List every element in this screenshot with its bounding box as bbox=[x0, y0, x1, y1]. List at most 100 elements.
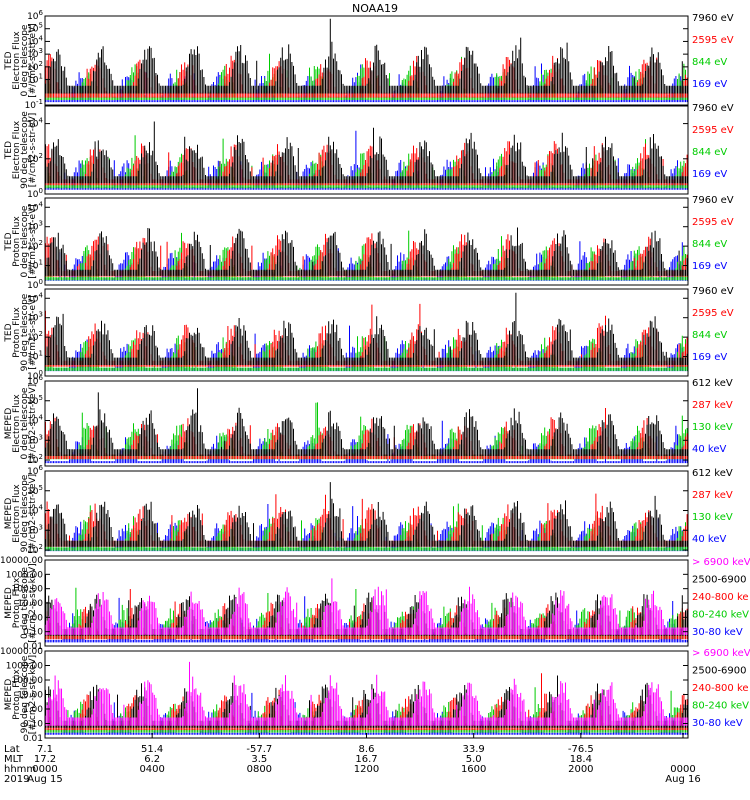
legend-entry: 240-800 ke bbox=[692, 683, 749, 694]
panel-frame bbox=[44, 197, 689, 286]
x-tick-label-mlt: 18.4 bbox=[570, 754, 592, 765]
legend-entry: 2595 eV bbox=[692, 308, 734, 319]
y-axis-label: Proton Flux bbox=[12, 669, 22, 720]
legend-entry: 2500-6900 bbox=[692, 575, 747, 586]
y-axis-label: MEPED bbox=[4, 498, 14, 530]
y-axis-label: 0 deg telescope bbox=[20, 387, 30, 459]
legend-entry: 7960 eV bbox=[692, 103, 734, 114]
y-axis-label: TED bbox=[4, 232, 14, 251]
y-axis-label: 90 deg telescope bbox=[20, 655, 30, 733]
y-axis-label: 0 deg telescope bbox=[20, 24, 30, 96]
y-axis-label: [#/cm2-s-str-keV] bbox=[28, 384, 38, 463]
y-axis-label: MEPED bbox=[4, 679, 14, 711]
x-axis-row-label: Lat bbox=[4, 744, 20, 755]
y-axis-label: TED bbox=[4, 51, 14, 70]
y-axis-label: 0 deg telescope bbox=[20, 205, 30, 277]
legend-entry: 844 eV bbox=[692, 147, 727, 158]
x-tick-label-lat: 7.1 bbox=[37, 744, 53, 755]
x-tick-label-hhmm: 2000 bbox=[568, 764, 593, 775]
y-tick-label: 10000.00 bbox=[0, 556, 43, 566]
legend-entry: 30-80 keV bbox=[692, 718, 743, 729]
x-tick-label-hhmm: 1600 bbox=[461, 764, 486, 775]
y-tick-label: 0.10 bbox=[23, 628, 43, 638]
y-tick-label: 0.01 bbox=[23, 642, 43, 652]
legend-entry: 80-240 keV bbox=[692, 701, 749, 712]
x-tick-label-mlt: 6.2 bbox=[144, 754, 160, 765]
y-axis-label: TED bbox=[4, 141, 14, 160]
y-tick-label: 0.10 bbox=[23, 720, 43, 730]
legend-entry: 287 keV bbox=[692, 400, 733, 411]
legend-entry: 130 keV bbox=[692, 512, 733, 523]
x-tick-label-hhmm: 0000 bbox=[32, 764, 57, 775]
x-axis-row-label: hhmm bbox=[4, 764, 36, 775]
panel-traces bbox=[45, 661, 688, 735]
legend-entry: 844 eV bbox=[692, 239, 727, 250]
panel-traces bbox=[45, 121, 688, 190]
legend-entry: 2500-6900 bbox=[692, 666, 747, 677]
chart-title: NOAA19 bbox=[352, 2, 398, 15]
y-axis-label: [#/cm2-s-str-eV] bbox=[28, 295, 38, 370]
x-axis-row-label: 2019 bbox=[4, 774, 29, 785]
legend-entry: 612 keV bbox=[692, 378, 733, 389]
legend-entry: 7960 eV bbox=[692, 286, 734, 297]
panel-traces bbox=[45, 388, 688, 464]
y-tick-label: 1.00 bbox=[23, 705, 43, 715]
legend-entry: 612 keV bbox=[692, 468, 733, 479]
legend-entry: 7960 eV bbox=[692, 195, 734, 206]
x-tick-label-hhmm: 0800 bbox=[247, 764, 272, 775]
panel-traces bbox=[45, 292, 688, 372]
y-tick-label: 100.00 bbox=[12, 676, 44, 686]
y-axis-label: [#/cm2-s-str-eV] bbox=[28, 204, 38, 279]
y-tick-label: 100 bbox=[27, 278, 43, 291]
y-axis-label: TED bbox=[4, 323, 14, 342]
panel-frame bbox=[44, 15, 689, 106]
y-axis-label: 90 deg telescope bbox=[20, 474, 30, 552]
y-axis-label: Electron Flux bbox=[12, 31, 22, 90]
panel-8: 0.01 0.10 1.00 10.00 100.00 1000.00 10000.00 ME… bbox=[0, 647, 750, 744]
y-axis-label: [#/cm2-s-str-keV] bbox=[28, 563, 38, 642]
x-tick-label-mlt: 17.2 bbox=[34, 754, 56, 765]
x-tick-label-lat: -57.7 bbox=[246, 744, 272, 755]
legend-entry: > 6900 keV bbox=[692, 648, 750, 659]
y-axis-label: Proton Flux bbox=[12, 577, 22, 628]
y-tick-label: 10000.00 bbox=[0, 647, 43, 657]
panel-traces bbox=[45, 18, 688, 103]
x-tick-label-hhmm: 1200 bbox=[354, 764, 379, 775]
y-axis-label: 90 deg telescope bbox=[20, 293, 30, 371]
y-tick-label: 10-1 bbox=[25, 98, 43, 111]
legend-entry: 169 eV bbox=[692, 79, 727, 90]
y-axis-label: [#/cm2-s-str-eV] bbox=[28, 113, 38, 188]
legend-entry: 169 eV bbox=[692, 352, 727, 363]
panel-traces bbox=[45, 482, 688, 552]
panel-frame bbox=[44, 105, 689, 195]
legend-entry: 2595 eV bbox=[692, 217, 734, 228]
y-tick-label: 106 bbox=[27, 9, 43, 22]
y-axis-label: [#/cm2-s-str-keV] bbox=[28, 474, 38, 553]
x-tick-label-mlt: 3.5 bbox=[251, 754, 267, 765]
legend-entry: > 6900 keV bbox=[692, 557, 750, 568]
legend-entry: 7960 eV bbox=[692, 13, 734, 24]
legend-entry: 844 eV bbox=[692, 57, 727, 68]
x-tick-label-hhmm: 0400 bbox=[139, 764, 164, 775]
x-tick-label-lat: 33.9 bbox=[463, 744, 485, 755]
legend-entry: 40 keV bbox=[692, 534, 726, 545]
x-tick-label-lat: -76.5 bbox=[568, 744, 594, 755]
y-axis-label: [#/cm2-s-str-keV] bbox=[28, 655, 38, 734]
legend-entry: 844 eV bbox=[692, 330, 727, 341]
legend-entry: 169 eV bbox=[692, 261, 727, 272]
legend-entry: 130 keV bbox=[692, 422, 733, 433]
legend-entry: 169 eV bbox=[692, 169, 727, 180]
y-axis-label: Electron Flux bbox=[12, 120, 22, 179]
legend-entry: 40 keV bbox=[692, 444, 726, 455]
y-axis-label: Proton Flux bbox=[12, 307, 22, 358]
legend-entry: 2595 eV bbox=[692, 35, 734, 46]
y-tick-label: 10.00 bbox=[17, 691, 43, 701]
x-tick-label-date: Aug 16 bbox=[665, 774, 700, 785]
legend-entry: 30-80 keV bbox=[692, 627, 743, 638]
y-tick-label: 100.00 bbox=[12, 585, 44, 595]
